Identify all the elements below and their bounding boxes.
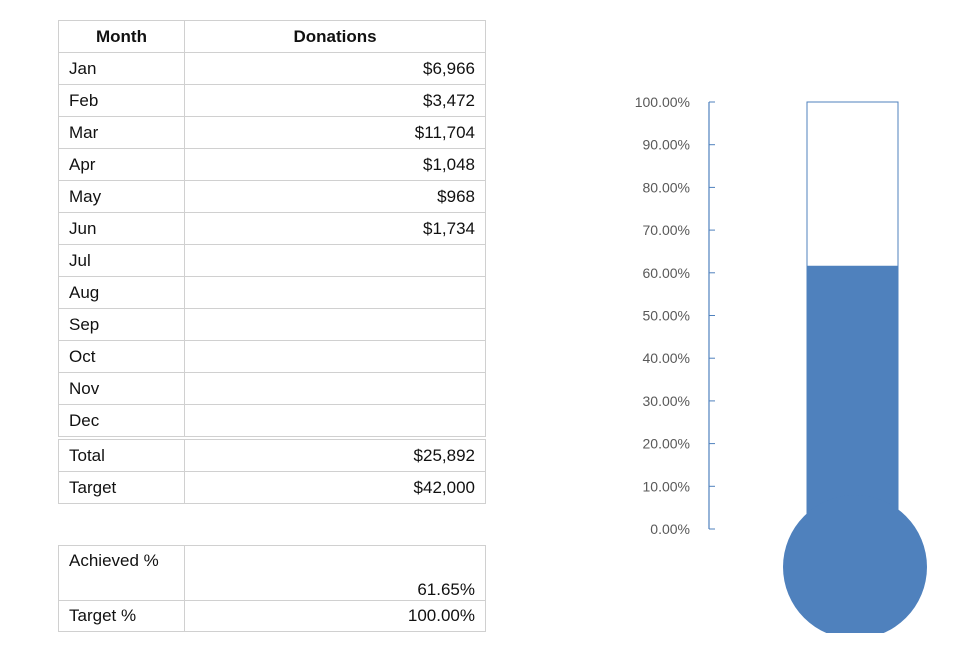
table-row: Sep bbox=[58, 308, 486, 341]
donation-cell: $3,472 bbox=[184, 84, 486, 117]
table-row: Jan $6,966 bbox=[58, 52, 486, 85]
summary-table: Achieved % 61.65% Target % 100.00% bbox=[58, 545, 486, 632]
table-row: Jun $1,734 bbox=[58, 212, 486, 245]
y-tick-label: 20.00% bbox=[643, 436, 690, 452]
target-pct-label: Target % bbox=[58, 600, 185, 632]
y-tick-label: 80.00% bbox=[643, 179, 690, 195]
table-row: Jul bbox=[58, 244, 486, 277]
donation-cell bbox=[184, 372, 486, 405]
donation-cell: $6,966 bbox=[184, 52, 486, 85]
target-label: Target bbox=[58, 471, 185, 504]
total-label: Total bbox=[58, 436, 185, 472]
table-row: Mar $11,704 bbox=[58, 116, 486, 149]
table-row: May $968 bbox=[58, 180, 486, 213]
header-donations: Donations bbox=[184, 20, 486, 53]
table-row: Aug bbox=[58, 276, 486, 309]
bulb-clip bbox=[770, 633, 950, 646]
table-row: Feb $3,472 bbox=[58, 84, 486, 117]
donation-cell bbox=[184, 340, 486, 373]
target-value: $42,000 bbox=[184, 471, 486, 504]
month-cell: Jul bbox=[58, 244, 185, 277]
month-cell: Jun bbox=[58, 212, 185, 245]
y-tick-label: 100.00% bbox=[635, 94, 690, 110]
table-row: Apr $1,048 bbox=[58, 148, 486, 181]
target-pct-row: Target % 100.00% bbox=[58, 600, 486, 632]
donations-table: Month Donations Jan $6,966 Feb $3,472 Mar $11… bbox=[58, 20, 486, 504]
table-row: Oct bbox=[58, 340, 486, 373]
y-tick-label: 0.00% bbox=[650, 521, 690, 537]
achieved-value: 61.65% bbox=[184, 545, 486, 601]
y-tick-label: 10.00% bbox=[643, 478, 690, 494]
total-row: Total $25,892 bbox=[58, 436, 486, 472]
month-cell: Mar bbox=[58, 116, 185, 149]
y-tick-label: 30.00% bbox=[643, 393, 690, 409]
target-pct-value: 100.00% bbox=[184, 600, 486, 632]
header-month: Month bbox=[58, 20, 185, 53]
table-row: Nov bbox=[58, 372, 486, 405]
y-tick-label: 90.00% bbox=[643, 137, 690, 153]
y-tick-label: 50.00% bbox=[643, 308, 690, 324]
month-cell: Apr bbox=[58, 148, 185, 181]
y-tick-label: 70.00% bbox=[643, 222, 690, 238]
donation-cell: $1,734 bbox=[184, 212, 486, 245]
donation-cell bbox=[184, 308, 486, 341]
y-tick-label: 40.00% bbox=[643, 350, 690, 366]
thermometer-bulb bbox=[783, 495, 927, 639]
donation-cell: $968 bbox=[184, 180, 486, 213]
donation-cell: $11,704 bbox=[184, 116, 486, 149]
y-tick-label: 60.00% bbox=[643, 265, 690, 281]
month-cell: Sep bbox=[58, 308, 185, 341]
donation-cell bbox=[184, 276, 486, 309]
month-cell: Dec bbox=[58, 404, 185, 439]
month-cell: May bbox=[58, 180, 185, 213]
month-cell: Nov bbox=[58, 372, 185, 405]
donation-cell: $1,048 bbox=[184, 148, 486, 181]
target-row: Target $42,000 bbox=[58, 471, 486, 504]
